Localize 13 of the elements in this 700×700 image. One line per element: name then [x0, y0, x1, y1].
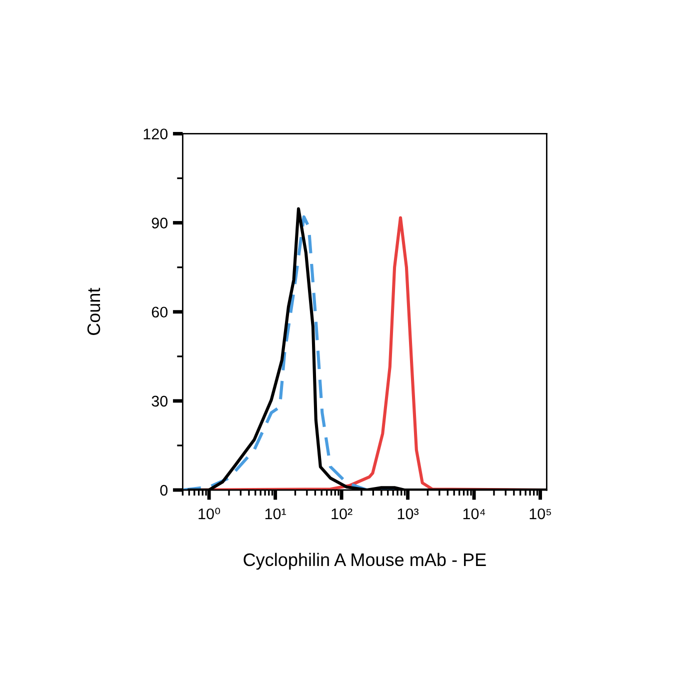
y-tick-label: 90	[152, 218, 168, 228]
x-tick-label: 10¹	[265, 508, 286, 520]
y-tick-label: 60	[152, 306, 168, 318]
y-axis-title: Count	[87, 288, 100, 336]
x-tick-label: 10⁵	[530, 508, 552, 520]
x-tick-label: 10⁰	[198, 508, 220, 520]
x-axis-title: Cyclophilin A Mouse mAb - PE	[244, 552, 486, 570]
x-tick-label: 10³	[398, 508, 419, 520]
y-tick-label: 30	[152, 396, 168, 407]
x-tick-label: 10⁴	[463, 508, 486, 520]
y-tick-label: 120	[144, 128, 168, 140]
x-tick-label: 10²	[332, 508, 352, 520]
y-tick-label: 0	[160, 484, 168, 496]
